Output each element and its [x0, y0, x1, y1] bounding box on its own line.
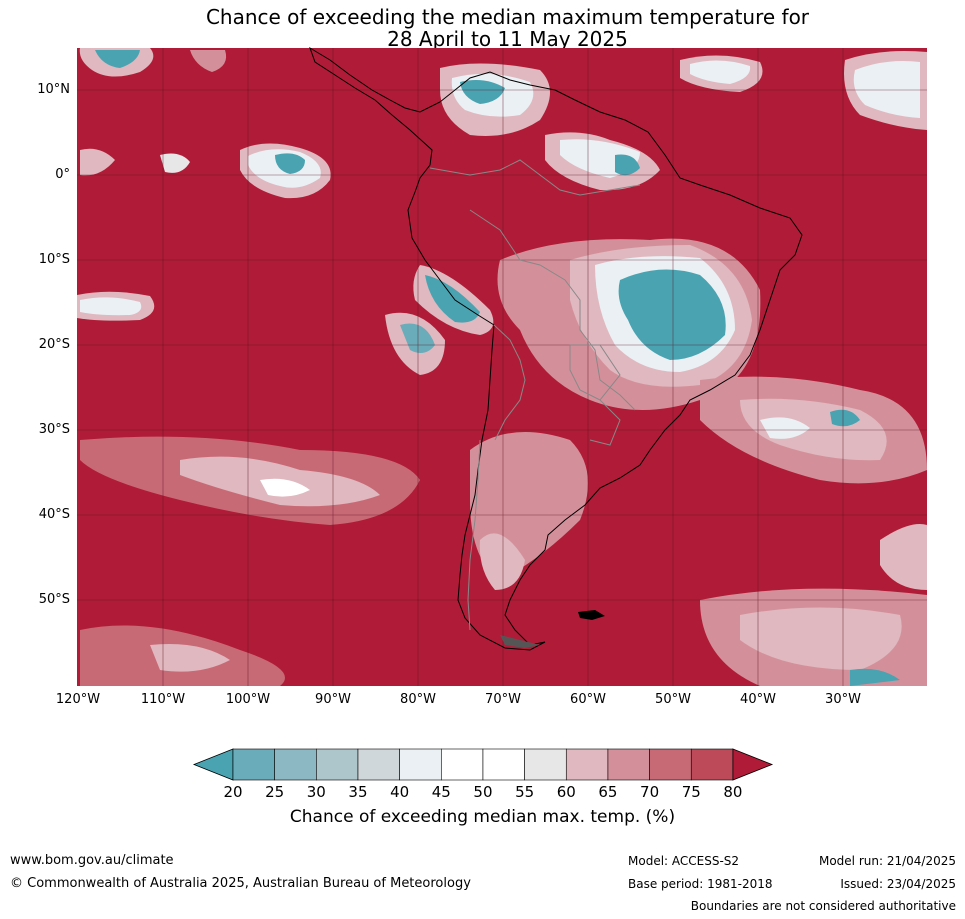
lon-label: 120°W — [55, 692, 101, 707]
island-falklands — [578, 610, 605, 620]
legend-cell — [649, 748, 692, 781]
legend-arrow-low — [192, 748, 234, 781]
lon-label: 30°W — [825, 692, 861, 707]
legend-cell — [357, 748, 400, 781]
south-america-coastline — [309, 46, 803, 651]
legend-cell — [565, 748, 609, 781]
lon-label: 60°W — [570, 692, 606, 707]
lat-label: 10°S — [38, 252, 70, 267]
legend-cell — [316, 748, 359, 781]
footer-disclaimer: Boundaries are not considered authoritat… — [690, 899, 956, 913]
legend-cell — [232, 748, 275, 781]
map-gridlines — [77, 48, 927, 686]
lat-label: 40°S — [38, 507, 70, 522]
lat-label: 20°S — [38, 337, 70, 352]
legend-arrow-high — [732, 748, 774, 781]
legend-cell — [482, 748, 525, 781]
lat-label: 50°S — [38, 592, 70, 607]
lon-label: 80°W — [400, 692, 436, 707]
legend-cell — [440, 748, 484, 781]
lon-label: 40°W — [740, 692, 776, 707]
legend-cell — [690, 748, 734, 781]
legend-tick-label: 30 — [306, 783, 326, 801]
legend-tick-label: 75 — [681, 783, 701, 801]
lon-label: 90°W — [315, 692, 351, 707]
legend-tick-label: 35 — [348, 783, 368, 801]
map-title-line-1: Chance of exceeding the median maximum t… — [205, 5, 810, 29]
lon-label: 70°W — [485, 692, 521, 707]
footer-website: www.bom.gov.au/climate — [10, 853, 174, 868]
footer-model-run: Model run: 21/04/2025 — [818, 854, 956, 868]
legend-tick-label: 50 — [473, 783, 493, 801]
lat-label: 0° — [55, 167, 70, 182]
legend-tick-label: 55 — [515, 783, 535, 801]
footer-copyright: © Commonwealth of Australia 2025, Austra… — [10, 876, 471, 891]
legend-cell — [607, 748, 650, 781]
footer-base-period: Base period: 1981-2018 — [628, 877, 773, 891]
footer-model: Model: ACCESS-S2 — [628, 854, 740, 868]
map-title-line-2: 28 April to 11 May 2025 — [387, 27, 628, 51]
legend-cell — [524, 748, 567, 781]
legend-label: Chance of exceeding median max. temp. (%… — [289, 807, 676, 827]
probability-map — [77, 46, 927, 686]
legend-tick-label: 40 — [390, 783, 410, 801]
legend-tick-label: 65 — [598, 783, 618, 801]
island-tierra-del-fuego — [500, 635, 540, 648]
lat-label: 30°S — [38, 422, 70, 437]
legend-cell — [274, 748, 317, 781]
legend-color-cells — [192, 748, 774, 781]
footer-issued: Issued: 23/04/2025 — [840, 877, 956, 891]
lon-label: 50°W — [655, 692, 691, 707]
legend-tick-label: 80 — [723, 783, 743, 801]
lat-label: 10°N — [37, 82, 70, 97]
legend-tick-label: 70 — [640, 783, 660, 801]
lon-label: 110°W — [140, 692, 186, 707]
legend-tick-label: 60 — [556, 783, 576, 801]
lon-label: 100°W — [225, 692, 271, 707]
legend-tick-label: 25 — [265, 783, 285, 801]
legend-tick-label: 20 — [223, 783, 243, 801]
legend-cell — [399, 748, 442, 781]
legend-tick-label: 45 — [431, 783, 451, 801]
country-borders — [429, 159, 641, 631]
